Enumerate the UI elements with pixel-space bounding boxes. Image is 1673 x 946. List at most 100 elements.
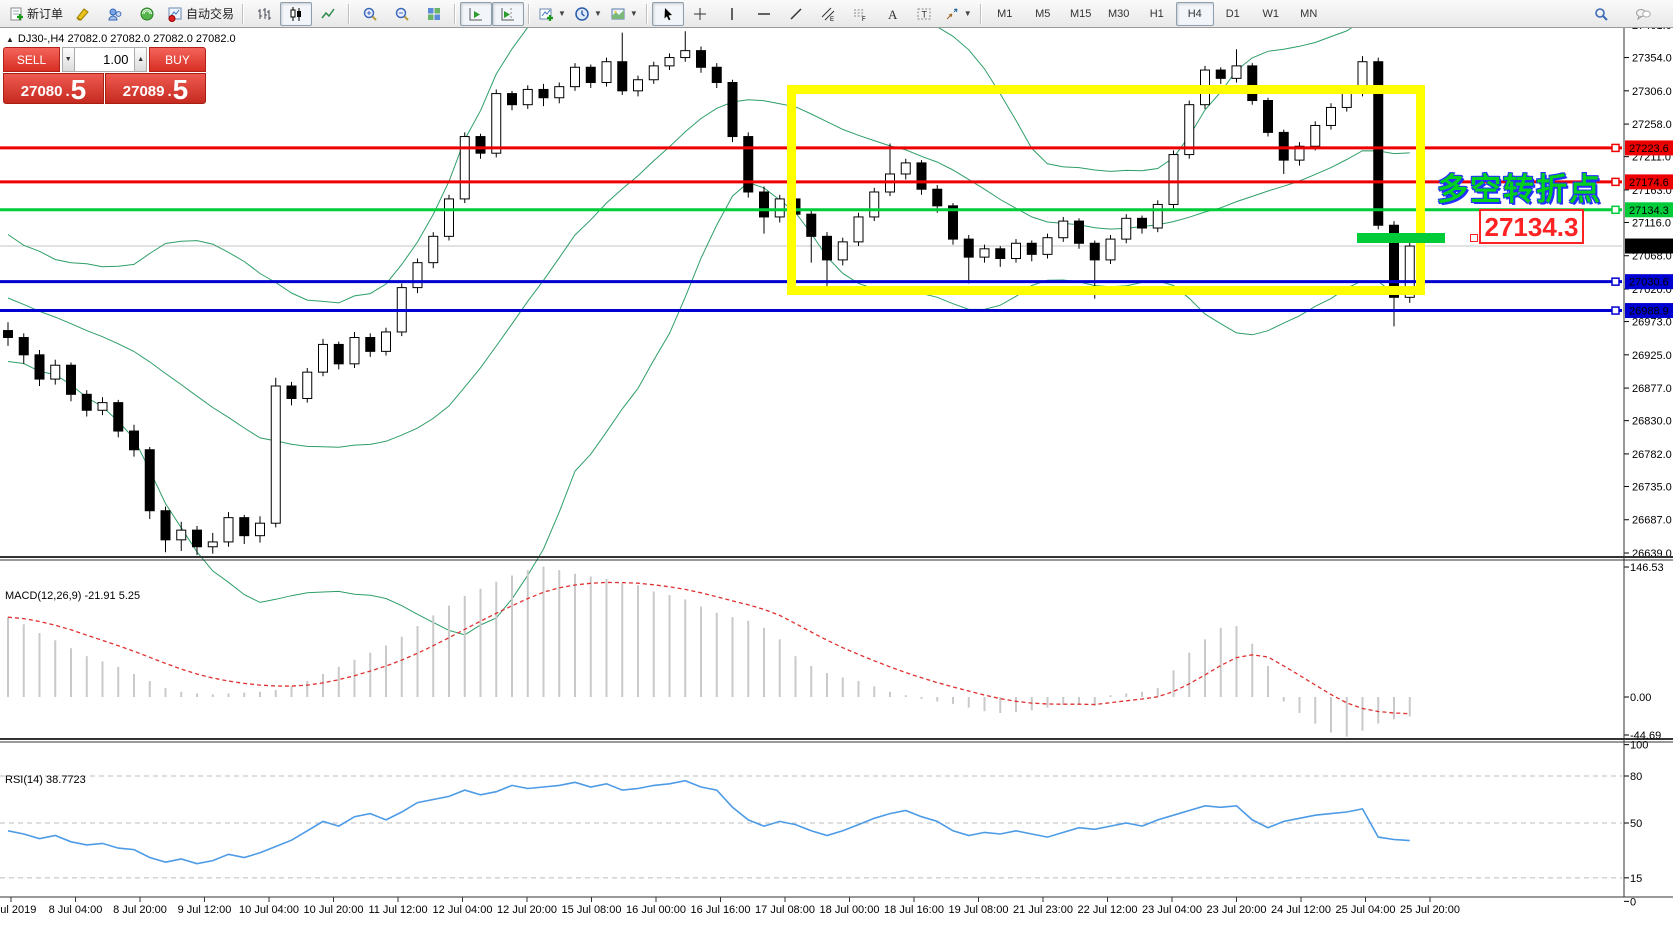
new-order-button[interactable]: 新订单 [4,2,67,26]
chart-shift-button[interactable] [492,1,525,26]
svg-text:25 Jul 20:00: 25 Jul 20:00 [1400,904,1460,916]
svg-text:26830.0: 26830.0 [1632,416,1672,428]
svg-text:27258.0: 27258.0 [1632,119,1672,131]
chat-icon [1636,8,1651,20]
svg-text:27116.0: 27116.0 [1632,217,1671,229]
auto-scroll-icon [469,7,483,20]
timeframe-button-h1[interactable]: H1 [1138,2,1176,26]
svg-text:12 Jul 20:00: 12 Jul 20:00 [497,904,557,916]
toolbar-button-label: H1 [1149,7,1164,20]
arrows-button[interactable]: ▼ [940,2,976,26]
timeframe-button-m1[interactable]: M1 [986,2,1024,26]
period-clock-button[interactable]: ▼ [570,2,606,26]
svg-text:5 Jul 2019: 5 Jul 2019 [0,904,36,916]
toolbar-button-label: M1 [997,7,1013,20]
line-chart-button[interactable] [312,2,344,26]
turning-point-annotation[interactable]: 多空转折点 [1437,172,1602,207]
template-icon [611,8,625,19]
text-icon: A [888,7,898,22]
zoom-out-button[interactable] [386,2,418,26]
chevron-down-icon: ▼ [593,9,602,18]
svg-text:26988.9: 26988.9 [1629,306,1669,318]
search-icon [1595,7,1608,21]
tile-windows-button[interactable] [418,2,450,26]
svg-text:146.53: 146.53 [1630,562,1664,574]
svg-text:26925.0: 26925.0 [1632,350,1672,362]
buy-price-panel[interactable]: 27089. 5 [105,73,206,104]
macd-indicator [7,566,1411,737]
toolbar-button-label: M5 [1035,7,1051,20]
sell-price-panel[interactable]: 27080. 5 [3,73,104,104]
timeframe-button-w1[interactable]: W1 [1252,2,1290,26]
volume-input[interactable] [74,47,135,72]
crosshair-button[interactable] [684,2,716,26]
green-highlight-bar[interactable] [1357,233,1445,243]
toolbar-group [460,1,525,27]
equidistant-channel-icon: E [821,7,835,22]
zoom-out-icon [395,7,409,21]
new-chart-icon [539,8,554,21]
vertical-line-button[interactable] [716,2,748,26]
chat-button[interactable] [1627,2,1659,26]
yellow-rectangle-annotation[interactable] [787,85,1425,295]
vertical-line-icon [731,7,733,20]
autotrading-button[interactable]: 自动交易 [163,2,238,26]
market-watch-button[interactable] [99,2,131,26]
auto-scroll-button[interactable] [460,1,493,26]
toolbar-right [1585,2,1669,26]
toolbar-button-label: MN [1300,7,1318,20]
template-button[interactable]: ▼ [606,2,642,26]
equidistant-channel-button[interactable]: E [812,2,844,26]
volume-decrease-button[interactable]: ▼ [62,47,75,72]
horizontal-line-button[interactable] [748,2,780,26]
chart-plot[interactable]: 27401.027354.027306.027258.027211.027163… [0,0,1673,918]
level-lines[interactable] [0,143,1622,315]
volume-increase-button[interactable]: ▲ [134,47,147,72]
text-button[interactable]: A [876,2,908,26]
svg-text:27068.0: 27068.0 [1632,251,1672,263]
timeframe-button-m5[interactable]: M5 [1024,2,1062,26]
timeframe-button-m15[interactable]: M15 [1062,2,1100,26]
bid-dot: . [65,83,70,100]
chart-shift-icon [501,7,515,20]
timeframe-button-mn[interactable]: MN [1290,2,1328,26]
timeframe-button-h4[interactable]: H4 [1175,1,1214,26]
text-label-button[interactable]: T [908,2,940,26]
svg-text:23 Jul 20:00: 23 Jul 20:00 [1207,904,1267,916]
fibonacci-button[interactable]: F [844,2,876,26]
trendline-icon [790,7,802,20]
svg-text:19 Jul 08:00: 19 Jul 08:00 [949,904,1009,916]
toolbar-separator [645,3,648,24]
tile-windows-icon [428,7,441,20]
bars-chart-button[interactable] [248,2,280,26]
candles-chart-button[interactable] [280,1,313,26]
text-label-icon: T [917,8,931,19]
signal-icon [140,7,154,20]
toolbar-button-label: 自动交易 [186,7,235,21]
trendline-button[interactable] [780,2,812,26]
search-button[interactable] [1585,2,1617,26]
new-chart-button[interactable]: ▼ [534,2,570,26]
svg-text:23 Jul 04:00: 23 Jul 04:00 [1142,904,1202,916]
crosshair-icon [693,7,706,20]
svg-text:0: 0 [1630,896,1636,908]
price-level-label[interactable]: 27134.3 [1479,209,1584,244]
toolbar-separator [979,3,982,24]
collapse-arrow-icon[interactable]: ▲ [6,35,14,44]
timeframe-button-m30[interactable]: M30 [1100,2,1138,26]
svg-text:26973.0: 26973.0 [1632,317,1672,329]
zoom-in-button[interactable] [354,2,386,26]
macd-label: MACD(12,26,9) -21.91 5.25 [5,590,141,602]
buy-button[interactable]: BUY [149,47,206,72]
cursor-icon [664,7,672,20]
svg-text:25 Jul 04:00: 25 Jul 04:00 [1336,904,1396,916]
svg-text:50: 50 [1630,818,1642,830]
toolbar-group: ▼ ▼ ▼ [534,1,642,27]
cursor-button[interactable] [651,1,684,26]
crayon-button[interactable] [67,2,99,26]
signal-button[interactable] [131,2,163,26]
svg-text:26639.0: 26639.0 [1632,548,1672,560]
svg-text:26877.0: 26877.0 [1632,383,1672,395]
sell-button[interactable]: SELL [3,47,60,72]
timeframe-button-d1[interactable]: D1 [1214,2,1252,26]
